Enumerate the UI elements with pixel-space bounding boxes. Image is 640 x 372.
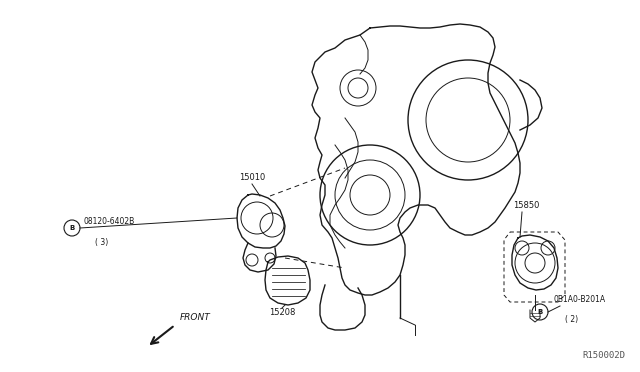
Text: ( 3): ( 3) xyxy=(95,238,108,247)
Text: B: B xyxy=(538,309,543,315)
Text: 15850: 15850 xyxy=(513,201,540,210)
Text: R150002D: R150002D xyxy=(582,351,625,360)
Text: B: B xyxy=(69,225,75,231)
Text: 08120-6402B: 08120-6402B xyxy=(84,217,135,226)
Text: ( 2): ( 2) xyxy=(565,315,578,324)
Text: FRONT: FRONT xyxy=(180,313,211,322)
Text: 15010: 15010 xyxy=(239,173,265,182)
Text: 15208: 15208 xyxy=(269,308,295,317)
Text: 0B1A0-B201A: 0B1A0-B201A xyxy=(554,295,606,304)
